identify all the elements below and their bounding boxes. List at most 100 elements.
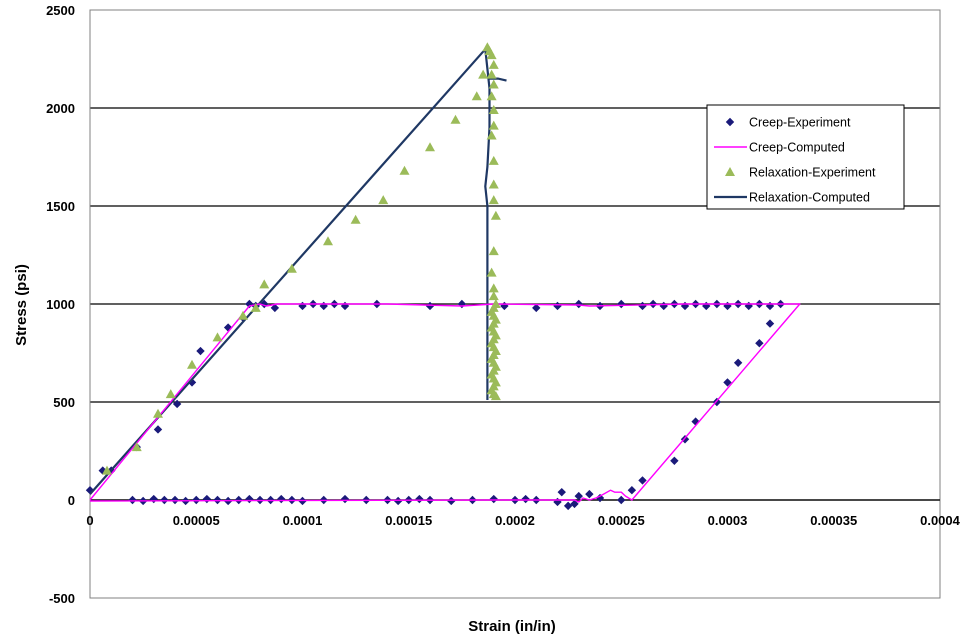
data-point	[486, 130, 497, 140]
data-point	[350, 214, 361, 224]
x-tick-label: 0.00025	[598, 513, 645, 528]
data-point	[153, 425, 163, 434]
data-point	[488, 291, 499, 301]
data-point	[617, 495, 626, 505]
data-point	[570, 499, 579, 509]
data-point	[202, 494, 212, 504]
x-tick-label: 0	[86, 513, 93, 528]
data-point	[557, 487, 566, 497]
data-point	[223, 323, 233, 332]
data-point	[488, 246, 499, 256]
data-point	[488, 120, 499, 130]
data-point	[490, 391, 501, 401]
data-point	[755, 339, 764, 348]
data-point	[212, 332, 223, 342]
x-axis-title: Strain (in/in)	[468, 618, 556, 635]
legend-swatch	[725, 117, 735, 127]
data-point	[149, 494, 158, 504]
data-point	[170, 495, 180, 505]
data-point	[488, 104, 499, 114]
data-point	[638, 301, 647, 311]
legend-label: Creep-Experiment	[749, 116, 851, 130]
data-point	[187, 359, 197, 369]
data-point	[617, 299, 626, 309]
data-point	[172, 399, 182, 409]
data-point	[488, 155, 499, 165]
data-point	[259, 279, 270, 289]
data-point	[595, 493, 605, 503]
data-point	[670, 456, 679, 465]
legend: Creep-Experiment Creep-Computed Relaxation…	[706, 104, 905, 210]
x-tick-labels: 0 0.00005 0.0001 0.00015 0.0002 0.00025 0.0003…	[86, 513, 960, 528]
data-point	[486, 50, 497, 60]
y-tick-label: -500	[49, 591, 75, 606]
data-point	[425, 301, 435, 311]
x-tick-label: 0.00015	[385, 513, 432, 528]
legend-label: Relaxation-Experiment	[749, 166, 876, 180]
legend-swatch	[725, 167, 735, 176]
data-point	[340, 494, 350, 504]
y-tick-label: 1000	[46, 297, 75, 312]
data-point	[128, 495, 137, 505]
data-point	[574, 299, 583, 309]
series-line	[89, 303, 801, 503]
data-point	[286, 263, 297, 273]
data-point	[765, 319, 775, 328]
data-point	[486, 69, 497, 79]
data-point	[488, 195, 499, 205]
data-point	[478, 69, 489, 79]
legend-item: Relaxation-Experiment	[725, 166, 876, 180]
data-point	[733, 358, 743, 367]
data-point	[532, 303, 541, 313]
legend-label: Relaxation-Computed	[749, 191, 870, 205]
data-point	[102, 465, 112, 475]
series-creep-computed	[89, 303, 801, 503]
data-point	[490, 210, 501, 220]
data-point	[165, 389, 176, 399]
data-point	[153, 408, 163, 418]
data-point	[323, 236, 333, 246]
data-point	[489, 494, 498, 504]
data-point	[521, 494, 530, 504]
legend-item: Creep-Experiment	[725, 116, 851, 130]
x-tick-label: 0.0002	[495, 513, 535, 528]
data-point	[160, 495, 169, 505]
x-tick-label: 0.0004	[920, 513, 961, 528]
y-tick-label: 2000	[46, 101, 75, 116]
legend-item: Relaxation-Computed	[714, 191, 870, 205]
y-tick-label: 0	[68, 493, 75, 508]
data-point	[488, 59, 499, 69]
data-point	[196, 346, 205, 356]
data-point	[378, 195, 389, 205]
y-axis-title: Stress (psi)	[13, 264, 30, 346]
data-point	[425, 142, 435, 152]
series-layer	[85, 42, 801, 511]
data-point	[488, 179, 499, 189]
data-point	[488, 283, 499, 293]
data-point	[486, 91, 497, 101]
data-point	[245, 494, 254, 504]
x-tick-label: 0.00035	[810, 513, 857, 528]
legend-box	[706, 104, 905, 210]
data-point	[563, 501, 573, 511]
data-point	[245, 299, 254, 309]
data-point	[723, 378, 732, 387]
data-point	[638, 476, 647, 485]
y-tick-label: 500	[53, 395, 75, 410]
plot-area-border	[89, 9, 941, 599]
data-point	[450, 114, 461, 124]
data-point	[399, 165, 410, 175]
x-tick-label: 0.0001	[283, 513, 323, 528]
series-relaxation-experiment	[102, 42, 501, 475]
data-point	[192, 495, 201, 505]
legend-item: Creep-Computed	[714, 141, 845, 155]
data-point	[471, 91, 482, 101]
data-point	[486, 267, 497, 277]
data-point	[627, 486, 637, 495]
data-point	[447, 496, 456, 506]
data-point	[585, 489, 594, 499]
data-point	[250, 302, 261, 312]
data-point	[238, 310, 248, 320]
